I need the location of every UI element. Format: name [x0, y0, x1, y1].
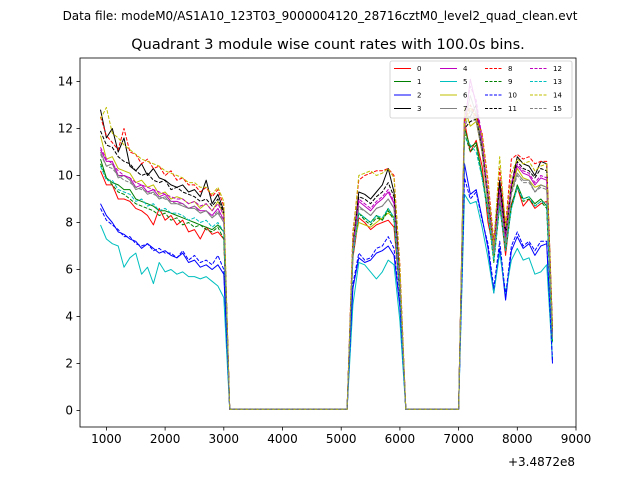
legend-label-0: 0	[417, 65, 421, 73]
y-tick-label: 10	[58, 169, 73, 183]
legend-label-3: 3	[417, 105, 421, 113]
y-tick-label: 6	[65, 263, 73, 277]
chart-title: Quadrant 3 module wise count rates with …	[131, 37, 525, 53]
legend-label-15: 15	[553, 105, 562, 113]
x-tick-label: 7000	[443, 432, 474, 446]
legend-label-13: 13	[553, 78, 562, 86]
x-tick-label: 3000	[209, 432, 240, 446]
x-tick-label: 9000	[561, 432, 592, 446]
series-line-15	[100, 109, 553, 410]
legend-label-9: 9	[508, 78, 512, 86]
axes-frame	[79, 57, 577, 428]
y-tick-label: 0	[65, 404, 73, 418]
legend-label-1: 1	[417, 78, 421, 86]
legend-label-12: 12	[553, 65, 562, 73]
y-tick-label: 2	[65, 357, 73, 371]
x-tick-label: 5000	[326, 432, 357, 446]
x-tick-label: 4000	[267, 432, 298, 446]
y-tick-label: 14	[58, 75, 73, 89]
figure-suptitle: Data file: modeM0/AS1A10_123T03_90000041…	[63, 9, 578, 23]
series-group	[100, 78, 553, 410]
series-line-14	[100, 106, 553, 410]
legend-label-10: 10	[508, 92, 517, 100]
legend-label-2: 2	[417, 92, 421, 100]
x-tick-label: 8000	[502, 432, 533, 446]
x-tick-label: 1000	[91, 432, 122, 446]
y-tick-label: 4	[65, 310, 73, 324]
legend-box	[389, 60, 573, 119]
plot-area: 1000 2000 3000 4000 5000 6000 7000 8000 9000 0 2 4 6…	[58, 57, 592, 446]
legend-label-7: 7	[463, 105, 467, 113]
legend-label-4: 4	[463, 65, 468, 73]
y-tick-label: 8	[65, 216, 73, 230]
legend-label-5: 5	[463, 78, 467, 86]
legend-label-6: 6	[463, 92, 468, 100]
legend-label-14: 14	[553, 92, 562, 100]
x-tick-label: 6000	[385, 432, 416, 446]
legend-label-11: 11	[508, 105, 517, 113]
x-tick-label: 2000	[150, 432, 181, 446]
x-offset-label: +3.4872e8	[508, 455, 575, 469]
y-tick-label: 12	[58, 122, 73, 136]
legend-label-8: 8	[508, 65, 512, 73]
